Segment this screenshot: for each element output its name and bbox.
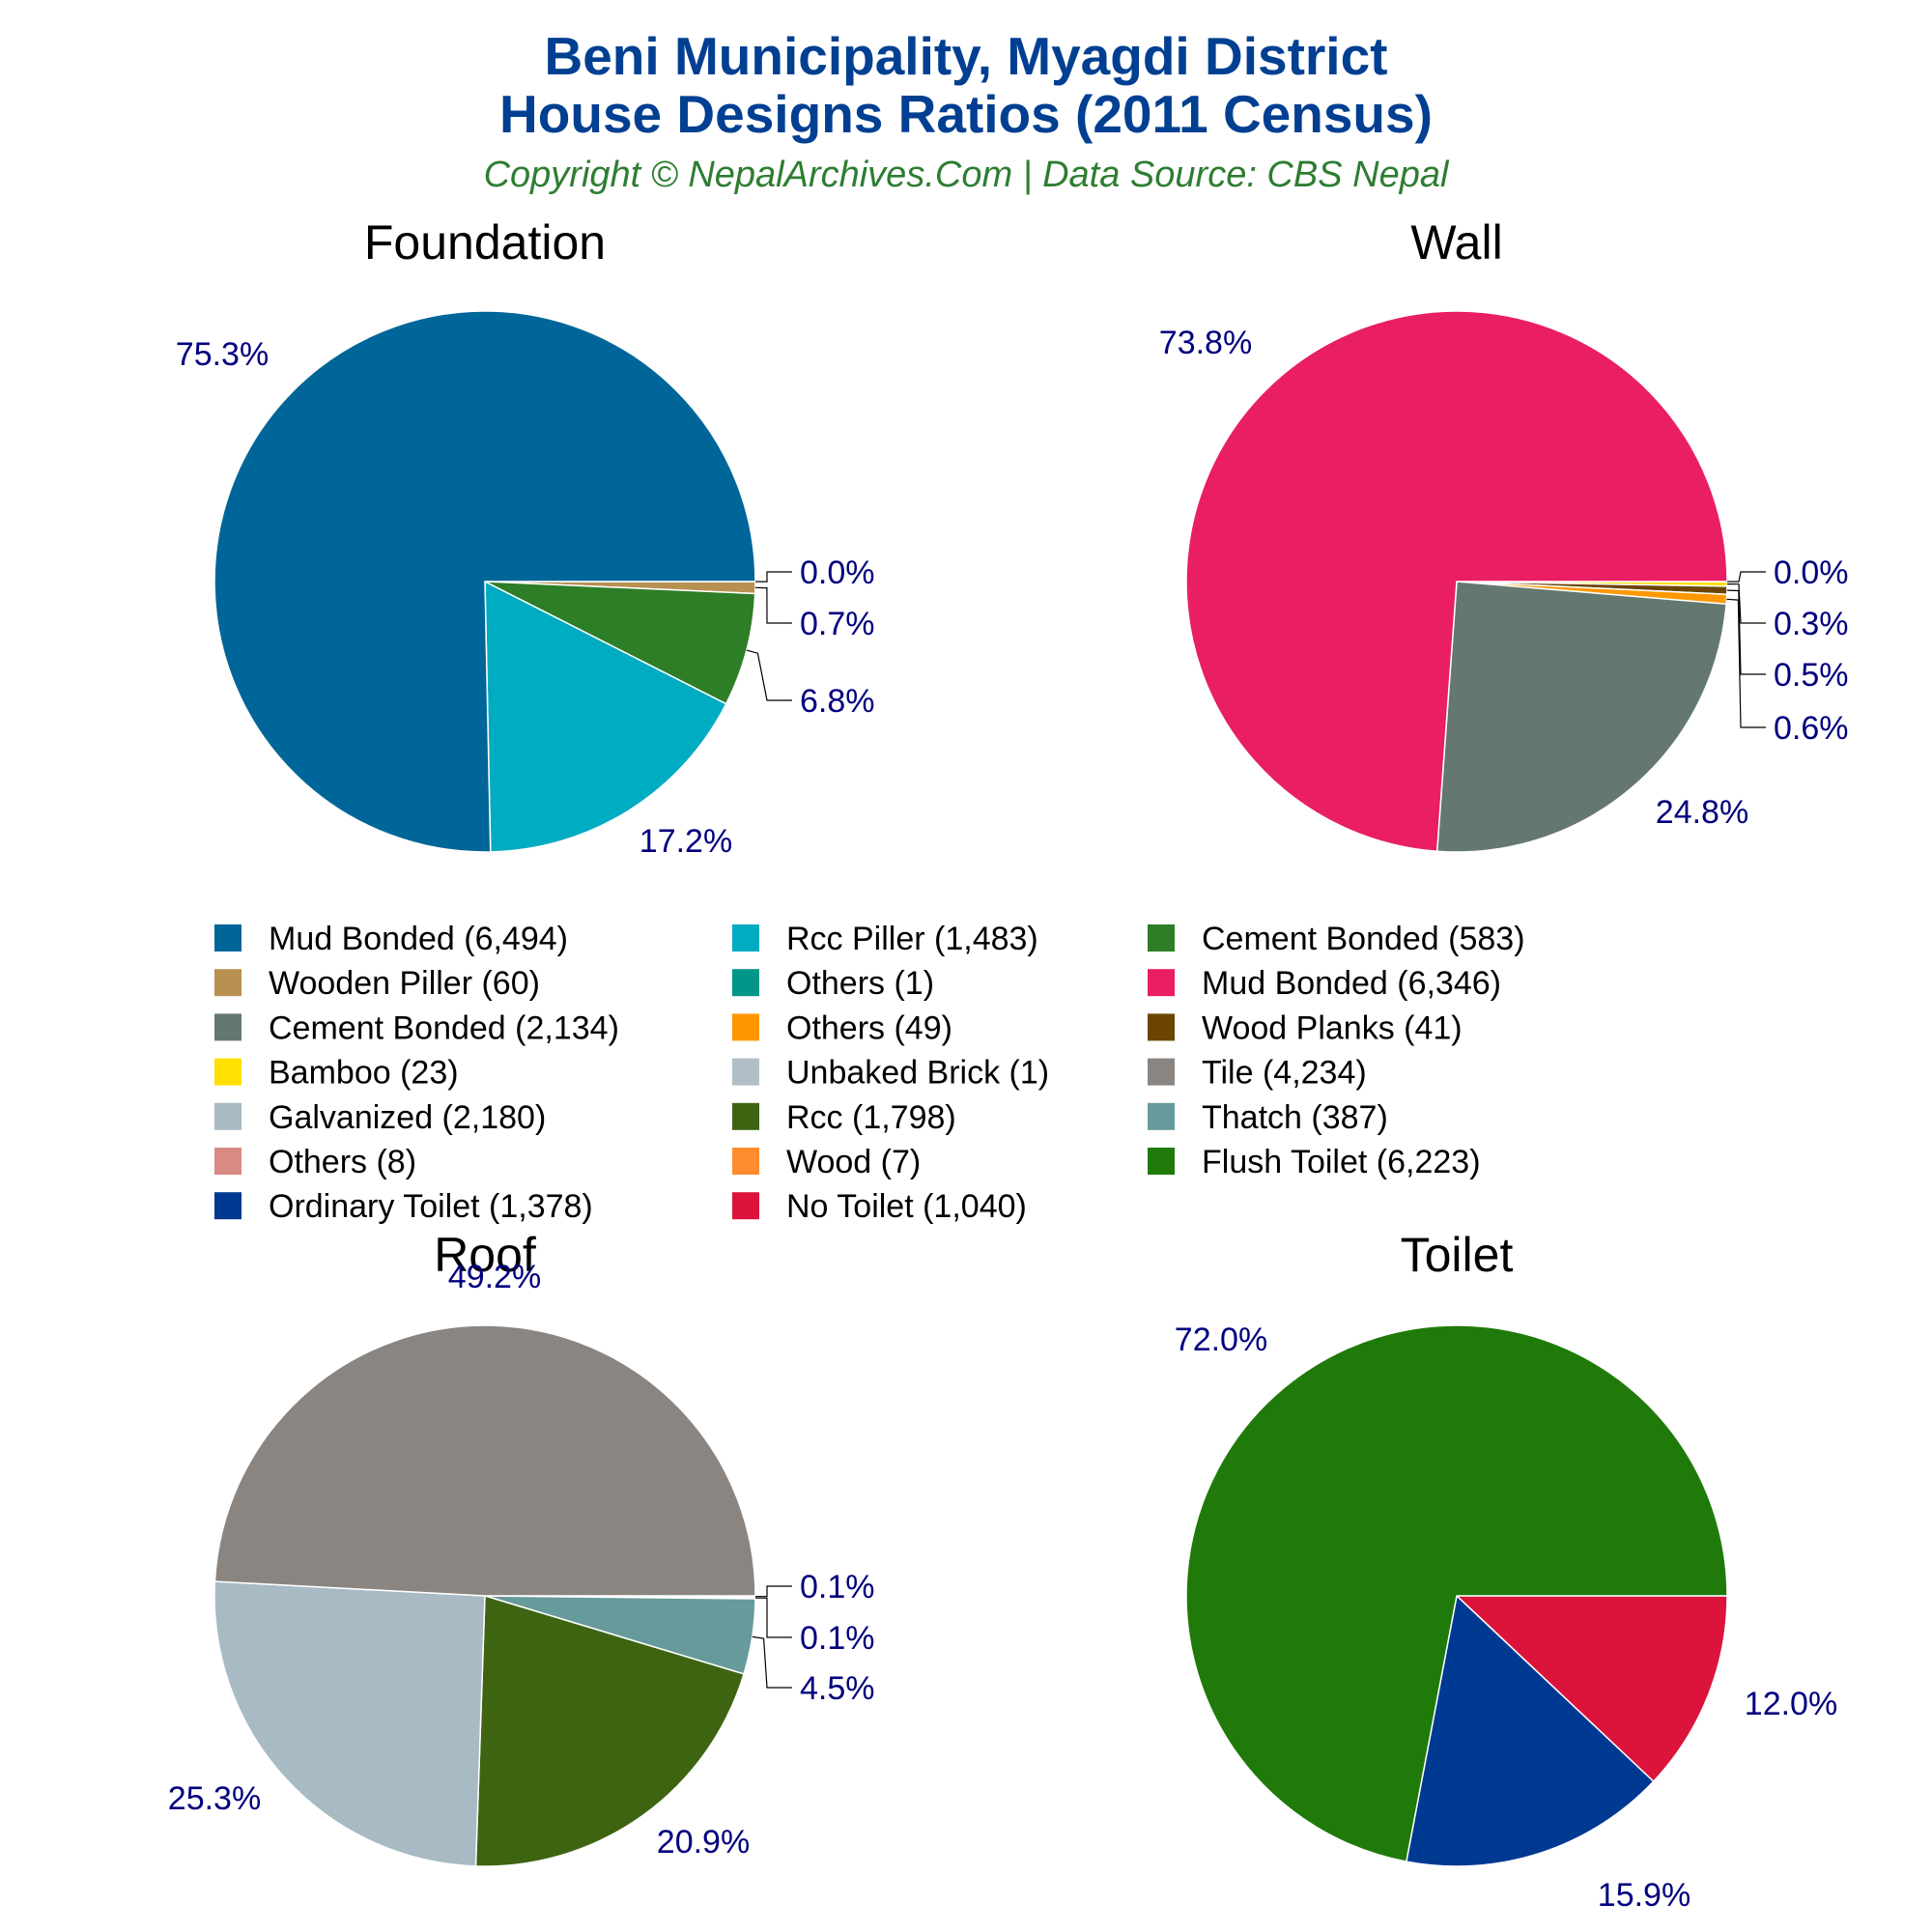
pie-roof: Roof 0.1% 0.1% 4.5% 49.2% 25.3% 20.9%	[168, 1228, 875, 1867]
leader-line-wall-bamboo	[1726, 582, 1766, 624]
pct-label-roof-wood: 0.1%	[800, 1569, 875, 1605]
legend-label-rcc-1-798: Rcc (1,798)	[786, 1099, 956, 1136]
legend-label-bamboo-23: Bamboo (23)	[269, 1055, 459, 1092]
pct-label-toilet-no-toilet: 12.0%	[1745, 1686, 1837, 1722]
legend-swatch-cement-bonded-2-134	[214, 1013, 242, 1041]
legend-label-wood-planks-41: Wood Planks (41)	[1202, 1009, 1463, 1046]
legend-swatch-bamboo-23	[214, 1058, 242, 1086]
legend-label-others-1: Others (1)	[786, 965, 934, 1002]
legend-swatch-others-1	[732, 969, 759, 997]
pct-label-wall-unbaked-brick: 0.0%	[1774, 554, 1849, 591]
leader-line-wall-unbaked-brick	[1727, 571, 1766, 582]
legend-label-mud-bonded-6-346: Mud Bonded (6,346)	[1202, 965, 1501, 1002]
chart-title-line1: Beni Municipality, Myagdi District	[545, 26, 1388, 86]
legend-swatch-rcc-piller-1-483	[732, 924, 759, 952]
pct-label-wall-mud-bonded: 73.8%	[1159, 325, 1252, 361]
pie-slice-toilet-no-toilet	[1455, 1595, 1728, 1783]
pie-slice-toilet-flush-toilet	[1185, 1324, 1728, 1862]
legend-label-cement-bonded-583: Cement Bonded (583)	[1202, 921, 1525, 957]
leader-line-foundation-wooden-piller	[754, 586, 792, 624]
legend-swatch-tile-4-234	[1148, 1058, 1175, 1086]
legend-swatch-wood-7	[732, 1148, 759, 1175]
legend-swatch-flush-toilet-6-223	[1148, 1148, 1175, 1175]
legend-label-others-8: Others (8)	[269, 1144, 416, 1180]
legend-label-ordinary-toilet-1-378: Ordinary Toilet (1,378)	[269, 1188, 593, 1225]
legend-label-thatch-387: Thatch (387)	[1202, 1099, 1388, 1136]
pie-slice-roof-tile	[213, 1324, 756, 1597]
leader-line-roof-wood	[755, 1585, 792, 1598]
legend-swatch-rcc-1-798	[732, 1102, 759, 1130]
legend-label-wooden-piller-60: Wooden Piller (60)	[269, 965, 540, 1002]
pct-label-roof-galvanized: 25.3%	[168, 1780, 261, 1817]
legend-label-cement-bonded-2-134: Cement Bonded (2,134)	[269, 1009, 619, 1046]
legend-swatch-wooden-piller-60	[214, 969, 242, 997]
pct-label-wall-bamboo: 0.3%	[1774, 606, 1849, 642]
legend-swatch-unbaked-brick-1	[732, 1058, 759, 1086]
pct-label-foundation-wooden-piller: 0.7%	[800, 606, 875, 642]
pie-slice-roof-galvanized	[213, 1580, 486, 1867]
legend-swatch-cement-bonded-583	[1148, 924, 1175, 952]
pie-wall: Wall 0.0% 0.3% 0.5% 0.6% 73.8% 24.8%	[1159, 215, 1849, 853]
legend-label-mud-bonded-6-494: Mud Bonded (6,494)	[269, 921, 568, 957]
legend-swatch-ordinary-toilet-1-378	[214, 1192, 242, 1220]
legend-label-no-toilet-1-040: No Toilet (1,040)	[786, 1188, 1027, 1225]
pct-label-wall-cement-bonded: 24.8%	[1656, 794, 1748, 831]
legend-label-wood-7: Wood (7)	[786, 1144, 921, 1180]
pct-label-toilet-flush-toilet: 72.0%	[1175, 1321, 1267, 1358]
pct-label-foundation-rcc-piller: 17.2%	[639, 823, 732, 860]
pct-label-toilet-ordinary-toilet: 15.9%	[1598, 1877, 1690, 1914]
pie-slice-roof-rcc	[474, 1595, 745, 1867]
legend-label-tile-4-234: Tile (4,234)	[1202, 1055, 1367, 1092]
leader-line-foundation-cement-bonded	[746, 649, 792, 701]
legend-swatch-galvanized-2-180	[214, 1102, 242, 1130]
leader-line-roof-others	[754, 1597, 792, 1638]
pie-slice-wall-cement-bonded	[1435, 581, 1727, 853]
legend-swatch-no-toilet-1-040	[732, 1192, 759, 1220]
legend-label-galvanized-2-180: Galvanized (2,180)	[269, 1099, 546, 1136]
leader-line-wall-wood-planks	[1726, 589, 1766, 675]
pie-slice-foundation-mud-bonded	[213, 310, 756, 853]
pct-label-wall-others: 0.6%	[1774, 710, 1849, 747]
pie-title-foundation: Foundation	[364, 215, 606, 270]
legend-label-unbaked-brick-1: Unbaked Brick (1)	[786, 1055, 1049, 1092]
legend-swatch-thatch-387	[1148, 1102, 1175, 1130]
pct-label-roof-rcc: 20.9%	[657, 1824, 750, 1861]
pct-label-roof-tile: 49.2%	[448, 1259, 541, 1295]
legend-swatch-others-8	[214, 1148, 242, 1175]
legend-label-flush-toilet-6-223: Flush Toilet (6,223)	[1202, 1144, 1481, 1180]
pie-foundation: Foundation 0.0% 0.7% 6.8% 75.3% 17.2%	[176, 215, 875, 860]
pie-slice-foundation-rcc-piller	[484, 580, 727, 853]
chart-subtitle: Copyright © NepalArchives.Com | Data Sou…	[484, 155, 1450, 195]
pct-label-foundation-cement-bonded: 6.8%	[800, 683, 875, 720]
pct-label-foundation-others: 0.0%	[800, 554, 875, 591]
legend: Mud Bonded (6,494) Rcc Piller (1,483) Ceme…	[214, 921, 1525, 1225]
leader-line-wall-others	[1726, 598, 1766, 728]
legend-swatch-mud-bonded-6-494	[214, 924, 242, 952]
pie-title-toilet: Toilet	[1401, 1228, 1514, 1282]
pie-slice-wall-mud-bonded	[1185, 310, 1728, 853]
legend-swatch-others-49	[732, 1013, 759, 1041]
legend-swatch-mud-bonded-6-346	[1148, 969, 1175, 997]
legend-label-rcc-piller-1-483: Rcc Piller (1,483)	[786, 921, 1038, 957]
legend-label-others-49: Others (49)	[786, 1009, 952, 1046]
pie-slice-foundation-cement-bonded	[484, 581, 756, 705]
pie-toilet: Toilet 72.0% 15.9% 12.0%	[1175, 1228, 1837, 1914]
leader-line-roof-thatch	[752, 1635, 792, 1689]
leader-line-foundation-others	[755, 571, 792, 582]
pie-slice-toilet-ordinary-toilet	[1405, 1594, 1655, 1867]
pct-label-wall-wood-planks: 0.5%	[1774, 657, 1849, 694]
pct-label-roof-thatch: 4.5%	[800, 1670, 875, 1707]
chart-title-line2: House Designs Ratios (2011 Census)	[499, 84, 1433, 144]
pie-title-wall: Wall	[1410, 215, 1502, 270]
legend-swatch-wood-planks-41	[1148, 1013, 1175, 1041]
pct-label-foundation-mud-bonded: 75.3%	[176, 336, 269, 373]
pct-label-roof-others: 0.1%	[800, 1620, 875, 1657]
pie-title-roof: Roof	[434, 1228, 536, 1282]
